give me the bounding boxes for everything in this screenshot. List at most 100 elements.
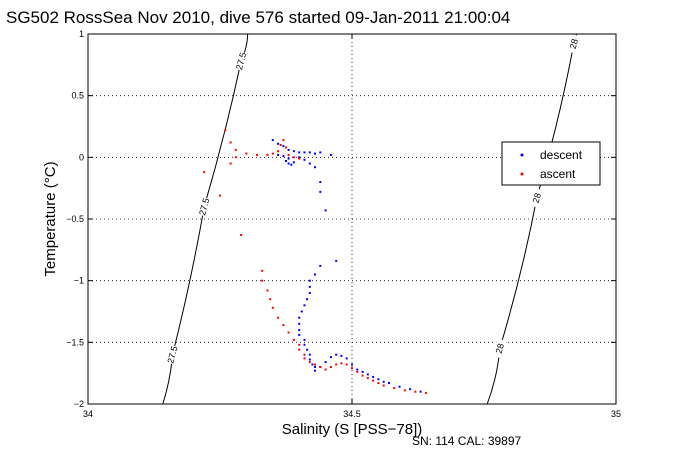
data-point-descent	[319, 264, 322, 267]
data-point-descent	[340, 354, 343, 357]
series-ascent	[203, 129, 427, 394]
data-point-descent	[292, 150, 295, 153]
isopycnal-label: 27.5	[165, 345, 179, 365]
y-axis-label: Temperature (°C)	[42, 161, 59, 276]
data-point-descent	[308, 353, 311, 356]
x-tick-label: 34	[83, 409, 93, 419]
data-point-ascent	[287, 331, 290, 334]
data-point-ascent	[256, 153, 258, 156]
data-point-descent	[372, 375, 375, 378]
data-point-ascent	[298, 348, 301, 351]
data-point-descent	[285, 160, 287, 162]
data-point-ascent	[271, 152, 274, 155]
x-tick-label: 34.5	[343, 409, 361, 419]
data-series	[203, 129, 427, 394]
isopycnal-label-group: 27.5	[197, 196, 212, 217]
data-point-descent	[308, 279, 311, 282]
isopycnal-label: 27.5	[234, 51, 248, 71]
data-point-descent	[409, 388, 412, 391]
data-point-ascent	[298, 343, 301, 346]
data-point-ascent	[314, 363, 316, 366]
x-tick-label: 35	[611, 409, 621, 419]
data-point-descent	[282, 145, 285, 148]
data-point-ascent	[361, 374, 364, 377]
data-point-descent	[319, 190, 322, 193]
data-point-ascent	[292, 156, 295, 159]
axis-ticks: 34 34.5 35 −2 −1.5 −1 −0.5 0 0.5 1	[66, 29, 621, 419]
data-point-descent	[419, 390, 422, 393]
data-point-descent	[314, 369, 316, 372]
isopycnal-label-group: 28	[529, 188, 544, 208]
data-point-ascent	[292, 338, 295, 341]
x-axis-label: Salinity (S [PSS−78])	[282, 421, 422, 438]
isopycnal-label: 28	[494, 342, 506, 354]
data-point-descent	[287, 148, 290, 151]
isopycnal-label: 28	[568, 38, 580, 50]
data-point-ascent	[403, 389, 406, 392]
isopycnal-label-bg	[529, 188, 544, 208]
data-point-ascent	[303, 357, 306, 360]
data-point-ascent	[324, 368, 327, 371]
data-point-descent	[388, 382, 390, 384]
data-point-descent	[308, 292, 311, 294]
data-point-descent	[303, 338, 306, 341]
data-point-ascent	[203, 171, 206, 174]
data-point-ascent	[266, 289, 269, 292]
data-point-descent	[324, 361, 327, 364]
data-point-ascent	[229, 141, 232, 144]
data-point-descent	[298, 322, 301, 325]
data-point-descent	[324, 209, 327, 212]
data-point-ascent	[234, 156, 237, 159]
isopycnal-label-bg	[165, 344, 180, 365]
data-point-ascent	[308, 361, 311, 364]
data-point-descent	[303, 343, 306, 346]
legend-label-descent: descent	[540, 148, 583, 162]
data-point-ascent	[234, 148, 237, 151]
data-point-ascent	[261, 269, 264, 272]
data-point-ascent	[377, 382, 380, 384]
isopycnal-label-bg	[233, 51, 249, 72]
data-point-descent	[319, 151, 322, 154]
data-point-descent	[308, 285, 311, 288]
data-point-descent	[277, 153, 280, 156]
data-point-descent	[298, 156, 301, 159]
data-point-descent	[366, 373, 369, 376]
data-point-descent	[303, 158, 306, 161]
data-point-descent	[398, 385, 401, 388]
data-point-descent	[377, 378, 380, 381]
data-point-ascent	[277, 316, 280, 319]
data-point-descent	[287, 157, 290, 160]
data-point-ascent	[335, 363, 338, 366]
y-tick-label: 0.5	[71, 91, 84, 101]
legend-label-ascent: ascent	[540, 167, 576, 181]
y-tick-label: −2	[74, 399, 84, 409]
data-point-ascent	[303, 353, 306, 356]
data-point-descent	[351, 363, 353, 366]
data-point-descent	[345, 357, 348, 360]
legend-box	[501, 141, 601, 186]
data-point-descent	[356, 368, 359, 371]
data-point-ascent	[287, 153, 290, 156]
data-point-ascent	[366, 377, 369, 380]
data-point-descent	[314, 273, 316, 276]
data-point-ascent	[271, 306, 274, 309]
legend: descent ascent	[501, 141, 601, 186]
data-point-ascent	[240, 234, 243, 236]
isopycnal-label: 28	[531, 192, 543, 204]
data-point-descent	[303, 151, 306, 154]
data-point-descent	[335, 259, 338, 262]
data-point-ascent	[345, 363, 348, 366]
data-point-ascent	[224, 129, 227, 132]
isopycnal-label-bg	[492, 338, 507, 359]
data-point-ascent	[393, 387, 396, 389]
data-point-descent	[329, 356, 332, 359]
isopycnal-label-bg	[566, 33, 581, 54]
data-point-descent	[298, 333, 301, 336]
data-point-descent	[298, 151, 301, 154]
data-point-ascent	[245, 152, 248, 155]
plot-area: 27.5 27.5 27.5 28 28 28 34 34.5 35 −2 −1.5 −1 −0.5 0…	[66, 29, 621, 419]
data-point-descent	[308, 151, 311, 154]
data-point-ascent	[282, 324, 285, 327]
data-point-descent	[308, 162, 311, 165]
data-point-ascent	[356, 370, 359, 373]
